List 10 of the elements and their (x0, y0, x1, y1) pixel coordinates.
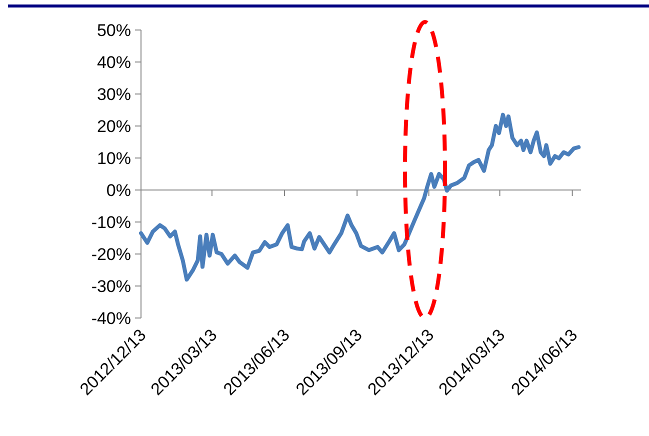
y-tick-label: 0% (106, 180, 131, 200)
y-tick-label: 50% (96, 20, 131, 40)
y-tick-label: 40% (96, 52, 131, 72)
y-tick-label: -40% (91, 308, 131, 328)
y-tick-label: 10% (96, 148, 131, 168)
y-tick-label: -20% (91, 244, 131, 264)
y-tick-label: -10% (91, 212, 131, 232)
y-tick-label: 20% (96, 116, 131, 136)
y-tick-label: 30% (96, 84, 131, 104)
y-tick-label: -30% (91, 276, 131, 296)
